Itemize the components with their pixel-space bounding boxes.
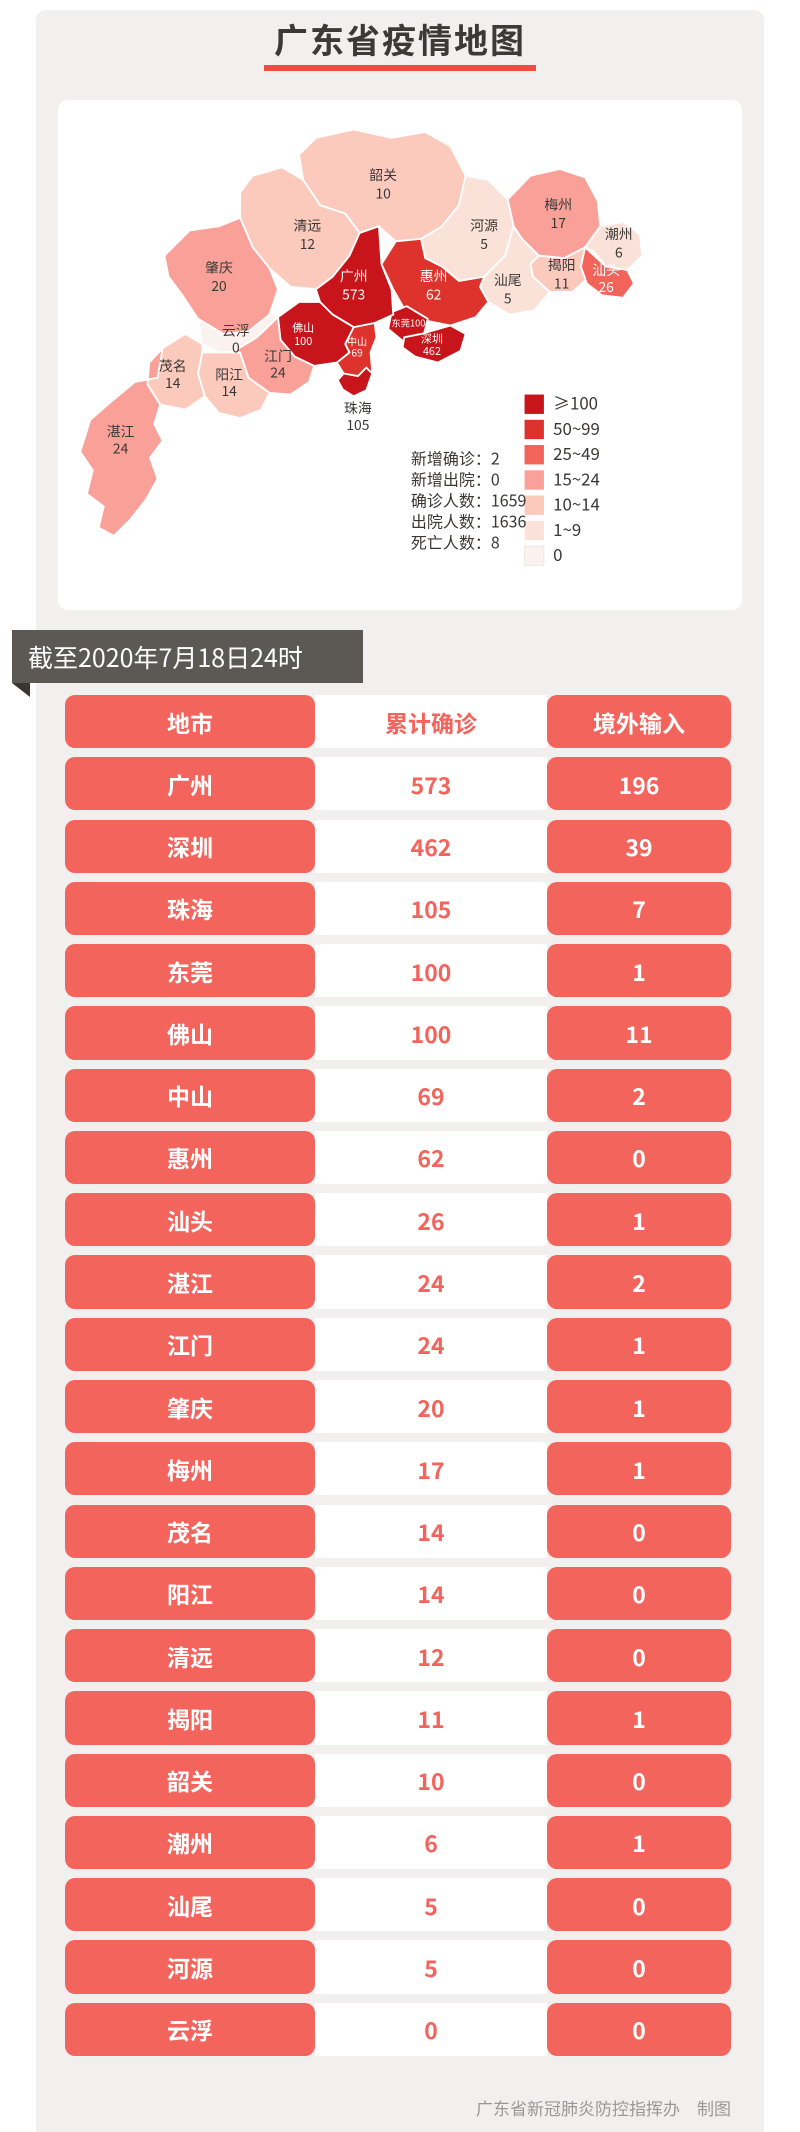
svg-text:东莞100: 东莞100 [391,315,425,329]
svg-text:河源: 河源 [470,214,498,234]
svg-text:≥100: ≥100 [553,390,598,415]
svg-text:14: 14 [165,372,181,392]
svg-text:15~24: 15~24 [553,465,600,490]
svg-text:0: 0 [553,541,562,566]
svg-text:韶关: 韶关 [369,164,397,184]
svg-text:12: 12 [300,233,315,253]
svg-text:24: 24 [270,362,286,382]
svg-text:20: 20 [211,275,227,295]
svg-text:69: 69 [351,345,363,360]
svg-text:11: 11 [554,273,569,293]
svg-text:广州: 广州 [340,265,368,285]
svg-text:0: 0 [232,336,240,356]
svg-text:揭阳: 揭阳 [548,254,576,274]
svg-text:573: 573 [342,283,365,303]
svg-text:汕尾: 汕尾 [494,269,522,289]
svg-text:1~9: 1~9 [553,516,581,541]
svg-text:10~14: 10~14 [553,491,600,516]
svg-text:14: 14 [221,380,237,400]
svg-text:10: 10 [375,182,391,202]
svg-text:梅州: 梅州 [544,193,572,213]
svg-text:100: 100 [294,333,312,349]
svg-text:死亡人数：8: 死亡人数：8 [411,530,500,554]
svg-text:24: 24 [113,437,129,457]
svg-text:462: 462 [423,343,441,359]
svg-text:62: 62 [426,283,441,303]
svg-text:25~49: 25~49 [553,440,600,465]
svg-text:惠州: 惠州 [420,265,448,285]
svg-text:肇庆: 肇庆 [205,257,233,277]
svg-text:26: 26 [598,276,614,296]
svg-text:50~99: 50~99 [553,415,600,440]
svg-text:17: 17 [551,212,567,232]
svg-text:5: 5 [480,233,488,253]
svg-text:5: 5 [504,288,512,308]
svg-text:清远: 清远 [294,214,322,234]
svg-text:潮州: 潮州 [605,223,633,243]
svg-text:105: 105 [346,414,369,434]
